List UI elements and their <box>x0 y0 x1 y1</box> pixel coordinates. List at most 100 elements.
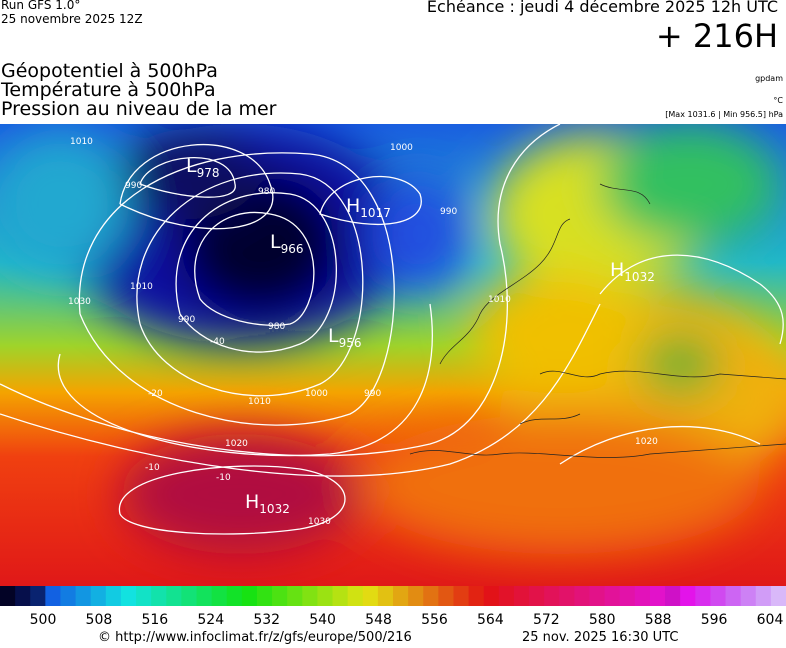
color-swatch <box>0 586 16 606</box>
color-swatch <box>438 586 454 606</box>
color-swatch <box>75 586 92 606</box>
color-swatch <box>649 586 666 606</box>
color-swatch <box>680 586 696 606</box>
colorbar-tick: 596 <box>701 612 728 628</box>
color-swatch <box>725 586 742 606</box>
center-value: 966 <box>281 242 304 256</box>
colorbar-tick: 508 <box>86 612 113 628</box>
contour-label: 990 <box>125 181 142 191</box>
color-swatch <box>619 586 636 606</box>
contour-label: 1000 <box>390 143 413 153</box>
color-swatch <box>287 586 303 606</box>
color-swatch <box>272 586 288 606</box>
color-swatch <box>136 586 152 606</box>
color-swatch <box>60 586 77 606</box>
color-swatch <box>332 586 349 606</box>
color-swatch <box>740 586 757 606</box>
center-kind: H <box>245 491 259 513</box>
color-swatch <box>151 586 167 606</box>
colorbar-tick: 564 <box>477 612 504 628</box>
field-name: Température à 500hPa <box>1 79 216 101</box>
color-swatch <box>241 586 258 606</box>
map: L978H1017L966H1032L956H10321010990980100… <box>0 124 786 586</box>
color-swatch <box>196 586 213 606</box>
contour-label: -40 <box>210 337 225 347</box>
center-value: 978 <box>197 166 220 180</box>
colorbar-tick: 524 <box>197 612 224 628</box>
color-swatch <box>513 586 530 606</box>
center-kind: L <box>328 325 339 347</box>
contour-label: 1000 <box>305 389 328 399</box>
color-swatch <box>393 586 409 606</box>
color-swatch <box>347 586 364 606</box>
center-value: 956 <box>339 336 362 350</box>
color-swatch <box>302 586 318 606</box>
colorbar-tick: 500 <box>30 612 57 628</box>
pressure-center: L966 <box>270 231 304 256</box>
contour-label: 990 <box>178 315 195 325</box>
pressure-center: L978 <box>186 155 220 180</box>
valid-time: Echéance : jeudi 4 décembre 2025 12h UTC <box>426 0 778 16</box>
color-swatch <box>423 586 439 606</box>
pressure-center: H1032 <box>245 491 290 516</box>
center-value: 1032 <box>259 502 290 516</box>
contour-label: 990 <box>440 207 457 217</box>
color-swatch <box>634 586 651 606</box>
color-swatch <box>362 586 379 606</box>
contour-label: 1020 <box>225 439 248 449</box>
run-date: 25 novembre 2025 12Z <box>1 12 143 26</box>
colorbar: 500 508 516 524 532 540 548 556 564 572 580 588 596 6… <box>0 586 786 628</box>
contour-label: -20 <box>148 389 163 399</box>
contour-label: -10 <box>216 473 231 483</box>
color-swatch <box>226 586 243 606</box>
contour-label: 1010 <box>488 295 511 305</box>
contour-label: 980 <box>258 187 275 197</box>
color-swatch <box>45 586 61 606</box>
color-swatch <box>695 586 711 606</box>
color-swatch <box>408 586 424 606</box>
lead-time: + 216H <box>655 17 778 55</box>
unit-label: gpdam <box>755 74 783 83</box>
color-swatch <box>604 586 621 606</box>
timestamp: 25 nov. 2025 16:30 UTC <box>522 630 679 645</box>
color-swatch <box>468 586 485 606</box>
pressure-center: L956 <box>328 325 362 350</box>
contour-label: 1030 <box>308 517 331 527</box>
color-swatch <box>770 586 786 606</box>
color-swatch <box>589 586 606 606</box>
center-kind: H <box>346 195 360 217</box>
colorbar-tick: 580 <box>589 612 616 628</box>
contour-label: -10 <box>145 463 160 473</box>
color-swatch <box>559 586 575 606</box>
unit-label: °C <box>773 96 783 105</box>
field-name: Géopotentiel à 500hPa <box>1 60 218 82</box>
colorbar-tick: 588 <box>645 612 672 628</box>
color-swatch <box>105 586 122 606</box>
color-swatch <box>120 586 137 606</box>
model-run: Run GFS 1.0° <box>1 0 81 12</box>
color-swatch <box>90 586 107 606</box>
colorbar-tick: 532 <box>253 612 280 628</box>
color-swatch <box>755 586 772 606</box>
contour-label: 1020 <box>635 437 658 447</box>
colorbar-tick: 540 <box>309 612 336 628</box>
contour-label: 980 <box>268 322 285 332</box>
color-swatch <box>574 586 590 606</box>
color-swatch <box>166 586 182 606</box>
colorbar-tick: 556 <box>421 612 448 628</box>
colorbar-tick: 548 <box>365 612 392 628</box>
colorbar-tick: 572 <box>533 612 560 628</box>
color-swatch <box>377 586 394 606</box>
contour-label: 1030 <box>68 297 91 307</box>
pressure-center: H1032 <box>610 259 655 284</box>
color-swatch <box>665 586 681 606</box>
center-kind: L <box>186 155 197 177</box>
color-swatch <box>30 586 46 606</box>
color-swatch <box>181 586 197 606</box>
center-value: 1032 <box>624 270 655 284</box>
color-swatch <box>15 586 31 606</box>
color-swatch <box>453 586 470 606</box>
colorbar-tick: 516 <box>141 612 168 628</box>
colorbar-tick: 604 <box>757 612 784 628</box>
